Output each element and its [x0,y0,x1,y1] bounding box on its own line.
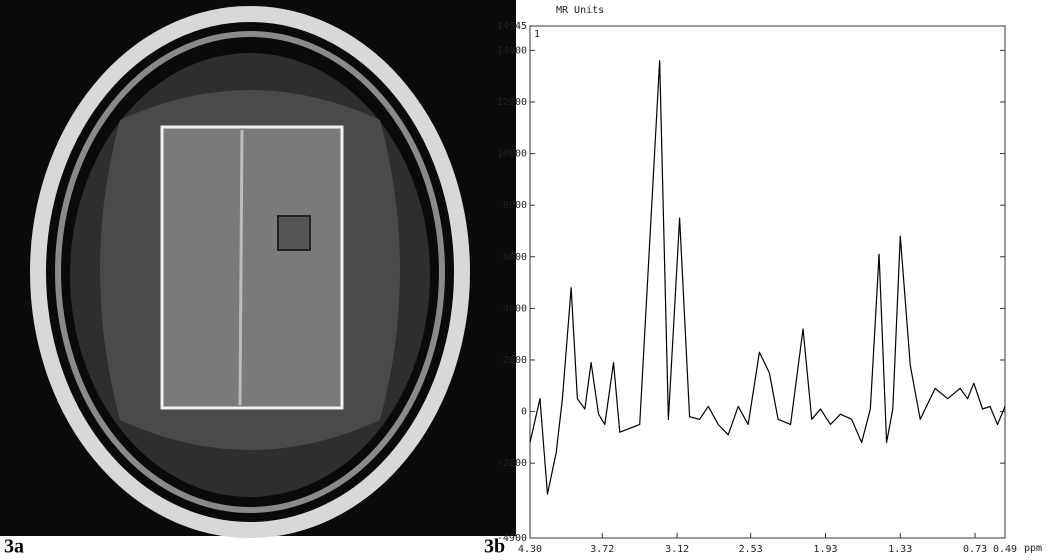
x-tick-label: 3.72 [590,544,614,555]
x-tick-label: 2.53 [739,544,763,555]
y-tick-label: 8000 [503,200,527,211]
annotation: 1 [534,29,540,40]
x-tick-label: 1.93 [813,544,837,555]
spectrum-line [529,60,1006,495]
y-tick-label: 14945 [497,21,527,32]
y-tick-label: 14000 [497,45,527,56]
voxel [277,215,311,251]
x-tick-label: 4.30 [518,544,542,555]
y-tick-label: 12000 [497,97,527,108]
x-tick-label: 0.73 [963,544,987,555]
x-axis-label: ppm [1024,543,1042,554]
y-tick-label: 2000 [503,355,527,366]
x-tick-label: 0.49 [993,544,1017,555]
y-tick-label: 10000 [497,149,527,160]
panel-label: 3a [4,536,24,558]
mri-image [0,0,516,538]
skull-outer [30,6,470,538]
y-tick-label: 0 [521,407,527,418]
midline [238,129,244,406]
x-tick-label: 3.12 [665,544,689,555]
x-tick-label: 1.33 [888,544,912,555]
y-axis-label: MR Units [556,5,604,16]
plot-frame [529,25,1006,539]
y-tick-label: 4000 [503,303,527,314]
y-tick-label: -2000 [497,458,527,469]
voxel-region [160,125,344,410]
y-tick-label: 6000 [503,252,527,263]
skull-inner [55,31,445,513]
y-tick-label: -4900 [497,533,527,544]
panel-label: 3b [484,536,505,558]
